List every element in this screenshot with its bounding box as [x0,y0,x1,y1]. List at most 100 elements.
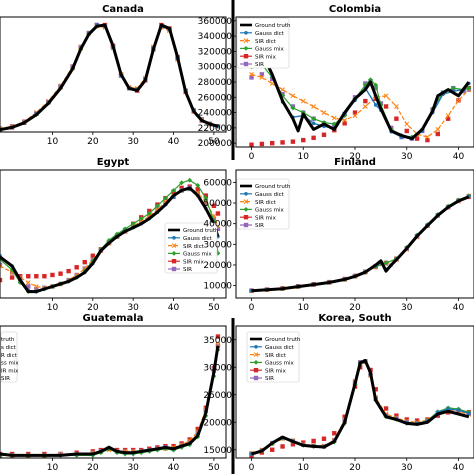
y-tick-label: 260000 [198,93,233,103]
x-tick-label: 40 [453,303,465,313]
legend-label: SIR dict [255,200,277,206]
data-point [215,226,221,232]
data-point [450,85,456,91]
series-sir-mix [0,334,221,457]
data-point [171,443,176,449]
legend-marker [253,375,259,381]
data-point [373,103,378,107]
plot-area [0,177,221,294]
y-tick-label: 220000 [198,124,233,134]
legend-label: SIR [1,376,10,382]
legend-label: ss mix [1,361,19,367]
series-ground-truth [0,186,220,294]
x-tick-label: 30 [127,303,139,313]
data-point [435,127,441,132]
series-ground-truth [251,359,470,456]
series-ground-truth [0,23,219,132]
data-point [311,104,316,109]
legend-label: SIR [255,223,264,229]
y-tick-label: 10000 [203,282,232,292]
data-point [280,444,285,449]
legend-label: s dict [1,345,17,351]
x-tick-label: 20 [349,463,361,473]
data-point [138,216,144,222]
x-tick-label: 40 [453,152,465,162]
data-point [445,113,451,119]
axes-frame [0,16,227,133]
data-point [74,265,79,270]
legend-marker [243,61,249,67]
data-point [82,259,87,265]
legend-label: Gauss dict [183,236,213,242]
data-point [383,93,389,99]
legend-label: Gauss dict [255,192,285,198]
plot-area [0,22,221,132]
data-point [321,110,327,115]
data-point [147,208,152,214]
data-point [311,116,317,122]
data-point [383,104,389,109]
x-tick-label: 20 [349,152,361,162]
data-point [373,82,379,88]
y-tick-label: 35000 [203,336,232,346]
data-point [211,203,217,209]
series-line [0,25,219,131]
data-point [290,139,296,144]
y-tick-label: 30000 [203,363,232,373]
data-point [456,408,461,412]
data-point [122,226,128,232]
data-point [321,132,327,137]
x-tick-label: 20 [87,463,99,473]
panel-title: Korea, South [318,313,391,324]
data-point [394,104,399,109]
x-tick-label: 0 [249,303,255,313]
x-tick-label: 10 [47,303,59,313]
data-point [203,195,209,201]
legend-marker [253,360,259,365]
series-sir [249,72,472,141]
series-ground-truth [251,195,470,293]
data-point [17,274,23,279]
x-tick-label: 0 [249,463,255,473]
data-point [352,113,358,119]
data-point [203,201,209,206]
panel-title: Finland [334,157,376,168]
data-point [259,141,265,147]
legend-box [164,222,218,274]
legend-label: Ground truth [265,337,301,343]
y-tick-label: 340000 [198,32,233,42]
data-point [249,75,254,80]
legend-marker [243,54,249,59]
legend-marker [171,259,177,264]
data-point [195,187,200,192]
data-point [171,188,176,193]
x-tick-label: 20 [87,303,99,313]
data-point [404,128,409,134]
plot-area [249,193,472,294]
x-tick-label: 10 [298,463,310,473]
x-tick-label: 20 [87,137,99,147]
legend-label: Gauss mix [183,252,212,258]
data-point [259,72,265,77]
y-tick-label: 25000 [203,391,232,401]
legend-marker [254,345,258,349]
legend-label: SIR [183,267,192,273]
x-tick-label: 40 [453,463,465,473]
data-point [215,334,221,339]
legend-label: Ground truth [255,23,291,29]
x-tick-label: 10 [298,303,310,313]
data-point [215,250,221,256]
panel-6: Korea, South 0 10 20 30 40 15000 20000 25000 3000… [203,313,474,473]
data-point [179,185,184,191]
data-point [311,135,316,141]
data-point [33,284,39,289]
data-point [195,182,201,188]
data-point [280,87,285,93]
y-tick-label: 20000 [203,261,232,271]
data-point [9,275,15,280]
data-point [114,231,120,237]
data-point [467,411,471,416]
x-tick-label: 10 [298,152,310,162]
legend-label: SIR dict [255,39,277,45]
